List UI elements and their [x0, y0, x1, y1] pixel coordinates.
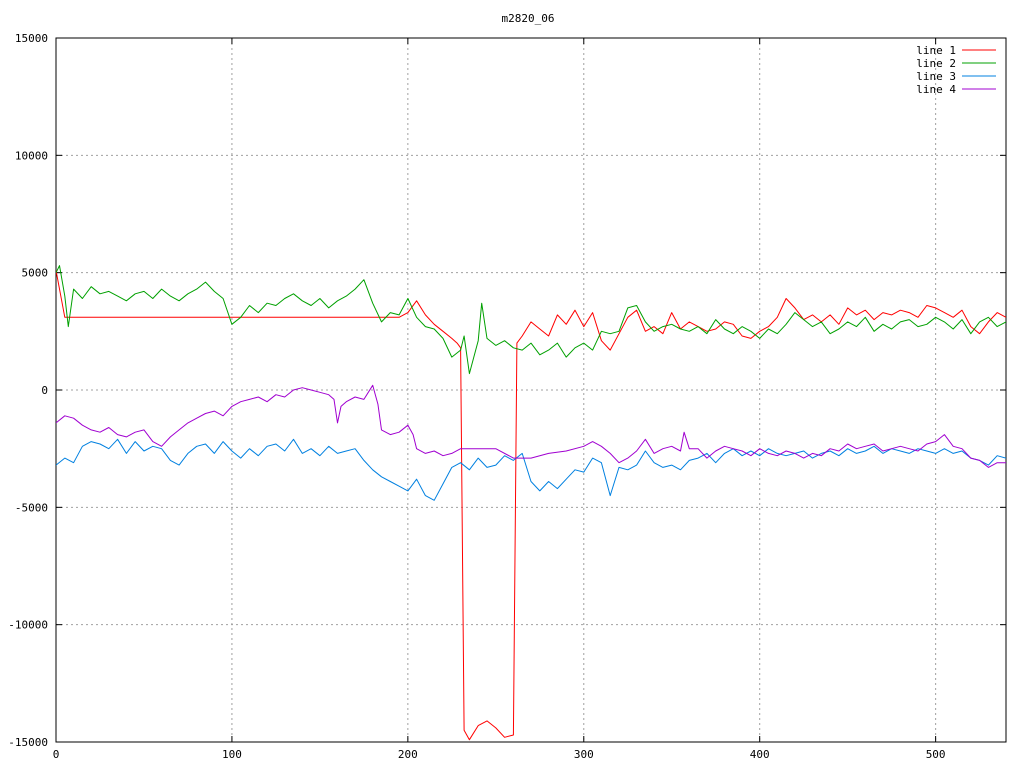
- x-tick-label: 500: [926, 748, 946, 761]
- y-tick-label: -15000: [8, 736, 48, 749]
- legend-label-4: line 4: [916, 83, 956, 96]
- series-line-2: [56, 265, 1006, 375]
- axes: -15000 -10000 -5000 0 5000 10000 15000 0 100 200 3…: [8, 32, 1007, 761]
- y-tick-label: 15000: [15, 32, 48, 45]
- chart-title: m2820_06: [502, 12, 555, 25]
- y-tick-label: -5000: [15, 501, 48, 514]
- legend-label-1: line 1: [916, 44, 956, 57]
- series-lines: [56, 265, 1006, 741]
- x-tick-label: 400: [750, 748, 770, 761]
- series-line-3: [56, 438, 1006, 501]
- legend-label-2: line 2: [916, 57, 956, 70]
- legend-label-3: line 3: [916, 70, 956, 83]
- x-tick-label: 0: [53, 748, 60, 761]
- x-tick-label: 100: [222, 748, 242, 761]
- y-tick-label: 10000: [15, 149, 48, 162]
- series-line-4: [56, 384, 1006, 468]
- x-tick-label: 200: [398, 748, 418, 761]
- y-tick-label: 5000: [22, 267, 49, 280]
- series-line-1: [56, 270, 1006, 741]
- y-tick-label: -10000: [8, 619, 48, 632]
- x-tick-label: 300: [574, 748, 594, 761]
- gridlines: [56, 38, 1006, 742]
- y-tick-label: 0: [41, 384, 48, 397]
